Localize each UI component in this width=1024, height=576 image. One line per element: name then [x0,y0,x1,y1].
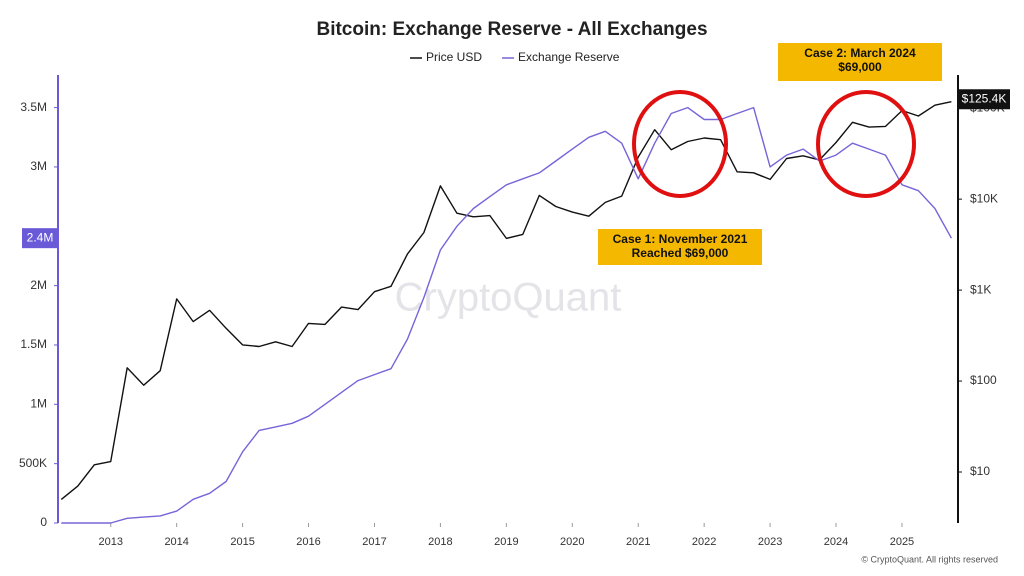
annotation-text: $69,000 [838,60,882,74]
x-tick-label: 2016 [296,536,320,548]
legend-label: Price USD [426,50,482,64]
value-tag [958,89,1010,110]
x-tick-label: 2022 [692,536,716,548]
x-tick-label: 2020 [560,536,584,548]
y-tick-label: 1M [30,396,47,410]
annotation-text: Case 2: March 2024 [804,46,916,60]
y-tick-label: 2M [30,278,47,292]
x-tick-label: 2024 [824,536,848,548]
y2-tick-label: $10 [970,464,990,478]
x-tick-label: 2018 [428,536,452,548]
highlight-circle [816,90,916,198]
value-tag-label: $125.4K [962,91,1007,105]
y-tick-label: 0 [40,515,47,529]
x-tick-label: 2013 [99,536,123,548]
y-tick-label: 3M [30,159,47,173]
annotation-box [778,43,942,81]
footer: © CryptoQuant. All rights reserved [861,554,998,564]
x-tick-label: 2021 [626,536,650,548]
y-tick-label: 500K [19,456,47,470]
annotation-text: Reached $69,000 [632,246,729,260]
series-line [60,101,952,500]
y-tick-label: 1.5M [20,337,47,351]
y2-tick-label: $100 [970,373,997,387]
y2-tick-label: $1K [970,282,991,296]
y-tick-label: 3.5M [20,100,47,114]
x-tick-label: 2025 [890,536,914,548]
chart-title: Bitcoin: Exchange Reserve - All Exchange… [316,19,707,40]
x-tick-label: 2014 [164,536,188,548]
x-tick-label: 2015 [230,536,254,548]
x-tick-label: 2017 [362,536,386,548]
highlight-circle [632,90,728,198]
annotation-box [598,229,762,265]
series-line [61,106,953,524]
watermark: CryptoQuant [395,276,622,320]
x-tick-label: 2019 [494,536,518,548]
value-tag-label: 2.4M [27,230,54,244]
y2-tick-label: $10K [970,191,998,205]
value-tag [22,228,58,249]
legend-label: Exchange Reserve [518,50,620,64]
annotation-text: Case 1: November 2021 [613,232,748,246]
x-tick-label: 2023 [758,536,782,548]
